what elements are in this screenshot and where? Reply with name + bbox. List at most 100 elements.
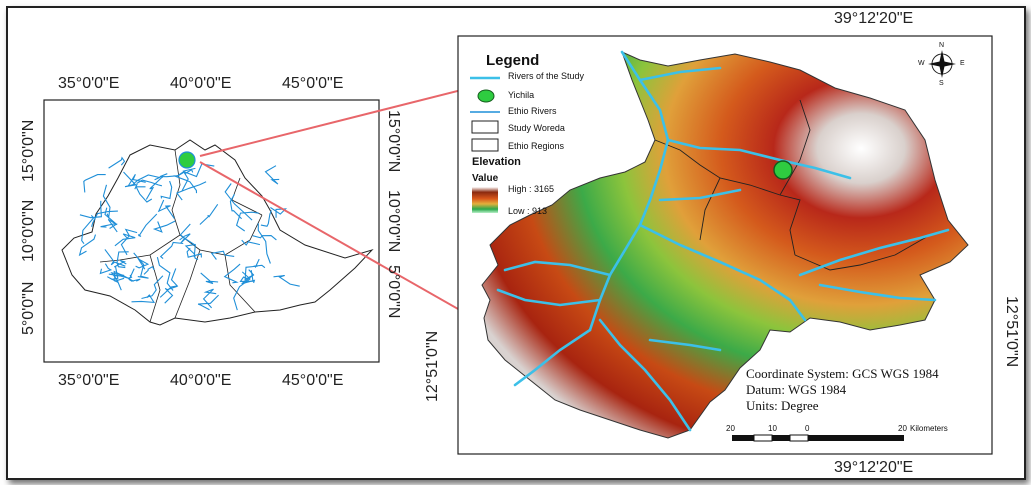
woreda-boundaries [654,99,931,271]
ethio-river-segment [79,200,102,219]
ethio-river-segment [176,181,207,201]
scale-unit: Kilometers [910,424,948,433]
ethio-river-segment [102,184,111,220]
legend-low-label: Low : 913 [508,206,548,216]
legend-symbol-study-woreda [471,120,499,134]
left-top-tick-3: 45°0'0"E [282,75,344,92]
datum-text: Datum: WGS 1984 [746,382,847,397]
ethio-river-segment [135,186,153,203]
left-bottom-tick-2: 40°0'0"E [170,372,232,389]
ethio-river-segment [164,285,178,304]
ethio-river-segment [120,228,138,256]
ethio-river-segment [141,275,164,300]
ethio-river-segment [108,273,133,279]
legend-label-study-woreda: Study Woreda [508,123,565,133]
legend-label-ethio-rivers: Ethio Rivers [508,106,557,116]
ethio-river-segment [114,233,136,247]
ethio-river-segment [107,266,119,283]
study-area-elevation [481,51,969,439]
north-arrow-e: E [960,60,965,67]
ethio-river-segment [179,233,191,244]
ethio-river-segment [159,241,184,260]
ethio-river-segment [241,269,256,285]
north-arrow-w: W [918,60,925,67]
left-top-tick-2: 40°0'0"E [170,75,232,92]
ethio-river-segment [273,274,300,287]
ethio-river-segment [229,193,242,220]
coordinate-system-text: Coordinate System: GCS WGS 1984 [746,366,939,381]
legend-label-yichila: Yichila [508,90,535,100]
scale-label-1: 20 [726,424,735,433]
ethio-river-segment [145,176,164,200]
ethio-river-segment [173,175,198,194]
legend-symbol-ethio-regions [471,138,499,152]
ethio-river-segment [233,271,251,311]
legend-elevation-title: Elevation [472,156,521,168]
ethio-river-segment [152,220,176,233]
ethio-river-segment [91,210,118,227]
ethio-river-segment [83,174,106,193]
ethio-river-segment [137,213,158,237]
ethio-river-segment [257,223,271,264]
ethio-river-segment [223,263,241,284]
legend-label-study-rivers: Rivers of the Study [508,71,585,81]
study-rivers [496,50,950,432]
ethio-river-segment [132,174,162,185]
ethio-rivers-network [78,156,300,311]
ethio-river-segment [270,207,288,218]
ethio-river-segment [143,265,155,275]
ethio-river-segment [253,258,266,269]
north-arrow-n: N [939,42,945,49]
ethio-river-segment [197,294,219,311]
ethio-river-segment [108,156,126,169]
legend-title: Legend [486,52,540,69]
region-boundaries [99,149,263,323]
legend-elevation-ramp [472,187,498,213]
legend-high-label: High : 3165 [508,184,555,194]
ethio-river-segment [99,263,113,275]
ethio-river-segment [264,165,280,185]
ethio-river-segment [252,235,277,241]
legend-label-ethio-regions: Ethio Regions [508,141,565,151]
ethio-river-segment [157,199,175,219]
ethio-river-segment [210,250,235,260]
ethio-river-segment [123,171,138,190]
ethio-river-segment [104,249,126,267]
units-text: Units: Degree [746,398,819,413]
left-bottom-tick-1: 35°0'0"E [58,372,120,389]
ethio-river-segment [260,210,273,227]
ethio-river-segment [100,223,118,229]
right-top-tick: 39°12'20"E [834,10,914,27]
right-bottom-tick: 39°12'20"E [834,459,914,476]
ethio-river-segment [235,211,259,232]
yichila-site-marker [773,160,793,180]
legend-symbol-yichila [477,89,495,103]
scale-label-4: 20 [898,424,907,433]
ethio-river-segment [184,243,199,261]
ethio-river-segment [160,180,173,200]
ethio-river-segment [184,169,194,175]
right-right-tick: 12°51'0"N [1003,296,1020,368]
ethio-river-segment [135,257,150,270]
ethio-river-segment [156,256,174,291]
north-arrow-s: S [939,80,944,87]
ethio-river-segment [239,270,254,282]
ethio-river-segment [200,272,219,285]
ethio-river-segment [78,234,97,257]
left-bottom-tick-3: 45°0'0"E [282,372,344,389]
ethio-river-segment [202,288,217,309]
scale-label-2: 10 [768,424,777,433]
ethio-river-segment [199,203,219,225]
scale-bar [732,434,904,442]
scale-label-3: 0 [805,424,810,433]
ethio-river-segment [241,239,261,246]
ethio-river-segment [181,167,196,192]
study-area-marker [178,151,196,169]
north-arrow [928,50,956,78]
left-top-tick-1: 35°0'0"E [58,75,120,92]
ethio-river-segment [116,251,129,269]
ethio-river-segment [127,174,146,187]
ethio-river-segment [186,247,202,258]
